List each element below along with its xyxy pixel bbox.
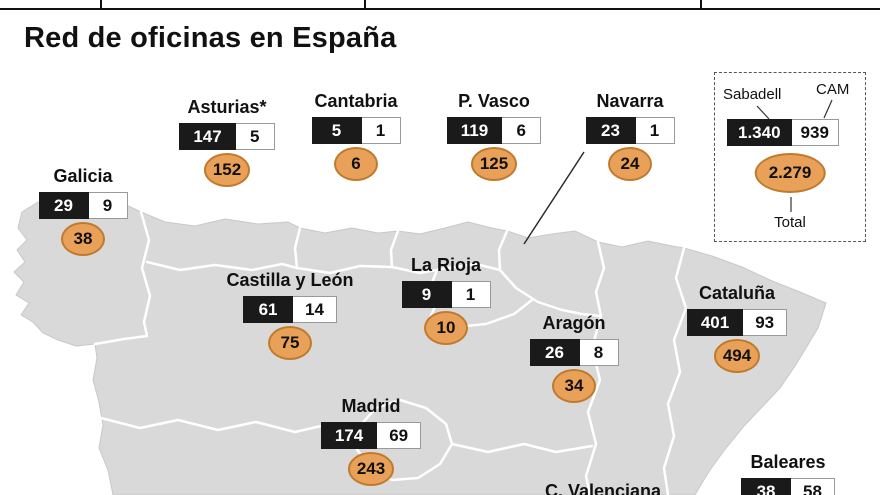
region-group-asturias: Asturias* 147 5 152: [170, 97, 284, 187]
cam-count-box: 1: [635, 117, 675, 144]
sabadell-count-box: 26: [529, 339, 580, 366]
page-title: Red de oficinas en España: [24, 22, 397, 54]
region-name-label: P. Vasco: [458, 91, 530, 111]
total-count-circle: 243: [347, 452, 395, 486]
cam-count-box: 14: [293, 296, 337, 323]
legend-total-label: Total: [774, 214, 806, 231]
legend-sabadell-total-box: 1.340: [727, 119, 792, 146]
region-name-label: Cataluña: [698, 283, 776, 303]
region-name-label: Cantabria: [314, 91, 398, 111]
total-count-circle: 494: [713, 339, 761, 373]
cam-count-box: 1: [361, 117, 401, 144]
sabadell-count-box: 5: [311, 117, 362, 144]
cam-count-box: 58: [791, 478, 835, 495]
total-count-circle: 34: [552, 369, 596, 403]
region-group-castilla-y-leon: Castilla y León 61 14 75: [212, 270, 368, 360]
cam-count-box: 9: [88, 192, 128, 219]
total-count-circle: 38: [61, 222, 105, 256]
region-counts: 26 8: [529, 339, 619, 366]
region-group-la-rioja: La Rioja 9 1 10: [395, 255, 497, 345]
region-group-galicia: Galicia 29 9 38: [28, 166, 138, 256]
sabadell-count-box: 174: [320, 422, 378, 449]
legend-box: Sabadell CAM 1.340 939 2.279 Total: [714, 72, 866, 242]
region-group-baleares: Baleares 38 58: [736, 452, 840, 495]
region-group-c-valenciana: C. Valenciana: [528, 481, 678, 495]
column-tick: [364, 0, 366, 9]
map-outline: [13, 196, 827, 495]
column-tick: [700, 0, 702, 9]
cam-count-box: 5: [235, 123, 275, 150]
legend-connector-lines: [756, 99, 833, 212]
cam-count-box: 93: [743, 309, 788, 336]
legend-counts: 1.340 939: [727, 119, 839, 146]
region-name-label: Aragón: [542, 313, 606, 333]
sabadell-count-box: 9: [401, 281, 452, 308]
cam-count-box: 1: [451, 281, 491, 308]
sabadell-count-box: 23: [585, 117, 636, 144]
total-count-circle: 152: [203, 153, 251, 187]
region-group-navarra: Navarra 23 1 24: [578, 91, 682, 181]
sabadell-count-box: 119: [446, 117, 503, 144]
legend-grand-total-circle: 2.279: [754, 153, 826, 193]
cam-count-box: 6: [502, 117, 542, 144]
cam-count-box: 8: [579, 339, 619, 366]
legend-cam-total-box: 939: [791, 119, 839, 146]
cam-count-box: 69: [377, 422, 422, 449]
sabadell-count-box: 38: [741, 478, 792, 495]
sabadell-count-box: 29: [38, 192, 89, 219]
region-name-label: Baleares: [750, 452, 826, 472]
navarra-pointer-line: [523, 151, 585, 245]
sabadell-count-box: 147: [179, 123, 236, 150]
region-group-pvasco: P. Vasco 119 6 125: [440, 91, 548, 181]
region-counts: 29 9: [38, 192, 128, 219]
total-count-circle: 125: [470, 147, 518, 181]
column-tick: [100, 0, 102, 9]
region-counts: 119 6: [446, 117, 542, 144]
region-counts: 9 1: [401, 281, 491, 308]
legend-cam-label: CAM: [816, 81, 850, 98]
region-counts: 174 69: [320, 422, 422, 449]
region-counts: 5 1: [311, 117, 401, 144]
region-name-label: Galicia: [53, 166, 113, 186]
region-counts: 23 1: [585, 117, 675, 144]
region-counts: 38 58: [741, 478, 835, 495]
region-counts: 61 14: [243, 296, 337, 323]
region-group-cataluna: Cataluña 401 93 494: [682, 283, 792, 373]
total-count-circle: 24: [608, 147, 652, 181]
region-name-label: C. Valenciana: [544, 481, 662, 495]
region-name-label: Asturias*: [187, 97, 267, 117]
region-name-label: Navarra: [596, 91, 664, 111]
region-group-cantabria: Cantabria 5 1 6: [306, 91, 406, 181]
region-name-label: La Rioja: [410, 255, 481, 275]
sabadell-count-box: 61: [243, 296, 294, 323]
sabadell-count-box: 401: [686, 309, 744, 336]
total-count-circle: 6: [334, 147, 378, 181]
region-name-label: Castilla y León: [226, 270, 354, 290]
total-count-circle: 75: [268, 326, 312, 360]
total-count-circle: 10: [424, 311, 468, 345]
region-group-aragon: Aragón 26 8 34: [522, 313, 626, 403]
region-group-madrid: Madrid 174 69 243: [316, 396, 426, 486]
region-counts: 147 5: [179, 123, 275, 150]
top-rule: [0, 8, 880, 10]
region-name-label: Madrid: [341, 396, 401, 416]
region-counts: 401 93: [686, 309, 788, 336]
legend-sabadell-label: Sabadell: [723, 86, 782, 103]
